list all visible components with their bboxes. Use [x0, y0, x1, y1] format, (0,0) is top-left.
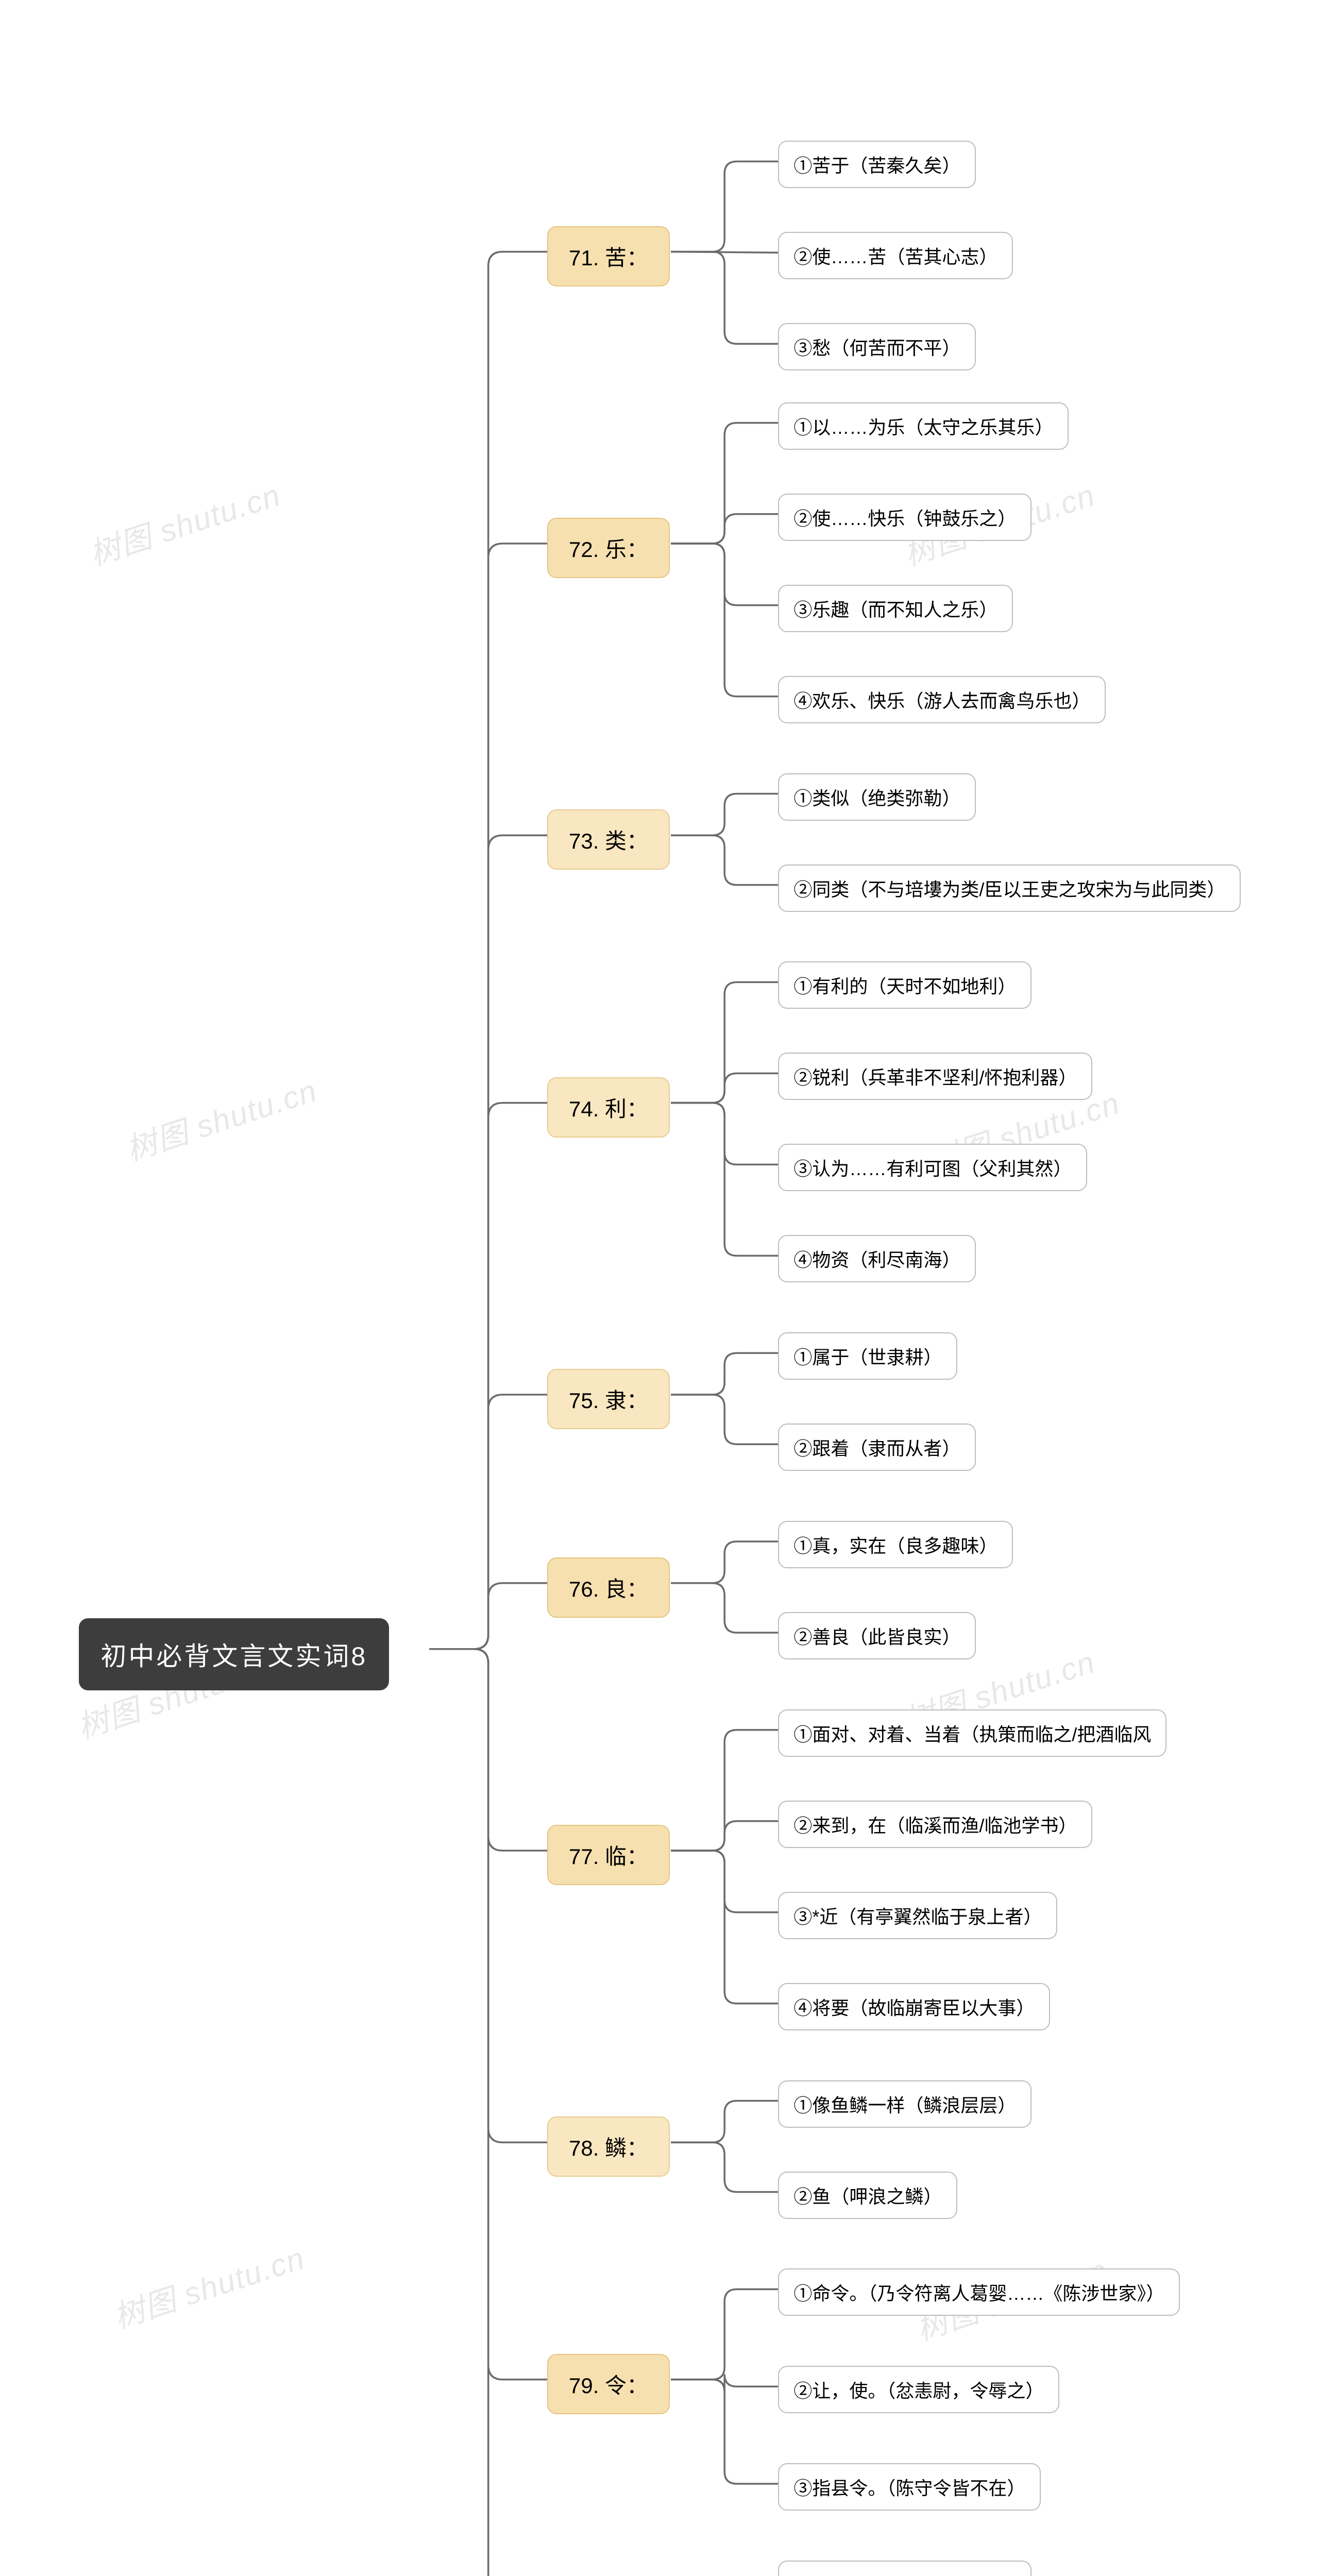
leaf-node: ①苦于（苦秦久矣）: [778, 141, 976, 188]
root-node: 初中必背文言文实词8: [79, 1618, 389, 1690]
leaf-node: ②使……快乐（钟鼓乐之）: [778, 494, 1031, 541]
branch-node: 77. 临：: [547, 1825, 670, 1885]
leaf-node: ②善良（此皆良实）: [778, 1612, 976, 1659]
branch-node: 78. 鳞：: [547, 2116, 670, 2177]
leaf-node: ②同类（不与培塿为类/臣以王吏之攻宋为与此同类）: [778, 865, 1241, 912]
leaf-node: ①命令。（乃令符离人葛婴……《陈涉世家》）: [778, 2268, 1180, 2316]
leaf-node: ③认为……有利可图（父利其然）: [778, 1144, 1087, 1191]
leaf-node: ③乐趣（而不知人之乐）: [778, 585, 1013, 632]
branch-node: 74. 利：: [547, 1077, 670, 1138]
leaf-node: ④将要（故临崩寄臣以大事）: [778, 1983, 1050, 2030]
connectors-svg: [0, 0, 1319, 2576]
leaf-node: ②让，使。（忿恚尉，令辱之）: [778, 2366, 1059, 2413]
leaf-node: ②来到，在（临溪而渔/临池学书）: [778, 1801, 1092, 1848]
leaf-node: ①真，实在（良多趣味）: [778, 1521, 1013, 1568]
leaf-node: ①以……为乐（太守之乐其乐）: [778, 402, 1069, 450]
branch-node: 75. 隶：: [547, 1369, 670, 1429]
leaf-node: ①有利的（天时不如地利）: [778, 961, 1031, 1009]
leaf-node: ②鱼（呷浪之鳞）: [778, 2172, 957, 2219]
watermark: 树图 shutu.cn: [107, 2233, 310, 2337]
leaf-node: ③指县令。（陈守令皆不在）: [778, 2463, 1041, 2511]
leaf-node: ④物资（利尽南海）: [778, 1235, 976, 1282]
leaf-node: ①奇怪（妙无一人肯泊岸）: [778, 2561, 1031, 2576]
branch-node: 73. 类：: [547, 809, 670, 870]
leaf-node: ③*近（有亭翼然临于泉上者）: [778, 1892, 1057, 1939]
leaf-node: ②跟着（隶而从者）: [778, 1423, 976, 1471]
branch-node: 72. 乐：: [547, 518, 670, 578]
branch-node: 76. 良：: [547, 1557, 670, 1618]
leaf-node: ②锐利（兵革非不坚利/怀抱利器）: [778, 1053, 1092, 1100]
branch-node: 79. 令：: [547, 2354, 670, 2414]
watermark: 树图 shutu.cn: [83, 470, 286, 574]
leaf-node: ①像鱼鳞一样（鳞浪层层）: [778, 2080, 1031, 2128]
leaf-node: ①面对、对着、当着（执策而临之/把酒临风: [778, 1709, 1166, 1757]
leaf-node: ③愁（何苦而不平）: [778, 323, 976, 370]
leaf-node: ①属于（世隶耕）: [778, 1332, 957, 1380]
leaf-node: ④欢乐、快乐（游人去而禽鸟乐也）: [778, 676, 1106, 723]
leaf-node: ②使……苦（苦其心志）: [778, 232, 1013, 279]
mindmap-canvas: 树图 shutu.cn树图 shutu.cn树图 shutu.cn树图 shut…: [0, 0, 1319, 2576]
leaf-node: ①类似（绝类弥勒）: [778, 773, 976, 821]
branch-node: 71. 苦：: [547, 226, 670, 286]
watermark: 树图 shutu.cn: [120, 1066, 323, 1170]
